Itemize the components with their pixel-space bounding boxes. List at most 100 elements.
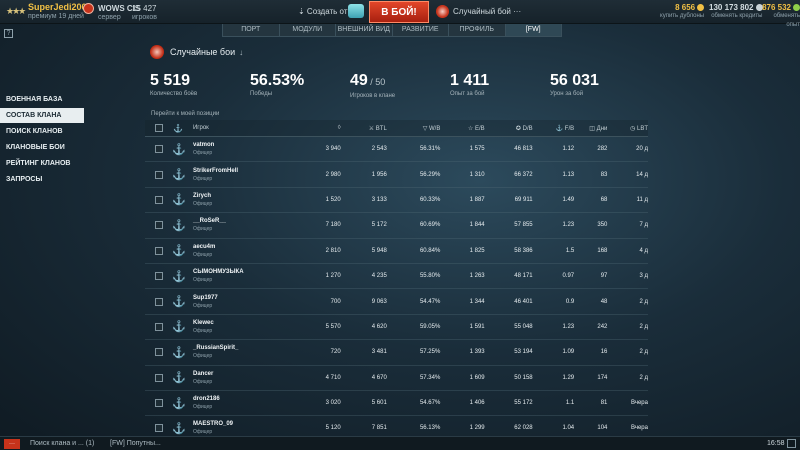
row-checkbox[interactable]	[155, 399, 163, 408]
row-checkbox[interactable]	[155, 297, 163, 306]
row-checkbox[interactable]	[155, 373, 163, 382]
cell-frags: 1.5	[565, 247, 575, 254]
player-name[interactable]: __RoSeR__	[192, 218, 227, 225]
tab-clan[interactable]: [FW]	[505, 24, 561, 36]
player-name[interactable]: Sup1977	[192, 294, 218, 301]
col-player[interactable]: Игрок	[192, 125, 209, 131]
cell-damage: 46 401	[514, 298, 533, 305]
cell-last-battle: 3 д	[639, 273, 648, 280]
cell-exp: 1 591	[469, 323, 485, 330]
tab-exterior[interactable]: ВНЕШНИЙ ВИД	[336, 24, 393, 36]
rank-anchor-icon[interactable]: ⚓	[173, 123, 184, 133]
cell-exp: 1 310	[469, 171, 485, 178]
help-icon[interactable]: ?	[4, 29, 13, 38]
player-name[interactable]: MAESTRO_09	[192, 421, 233, 428]
player-name[interactable]: StrikerFromHell	[192, 167, 238, 174]
row-checkbox[interactable]	[155, 195, 163, 204]
col-win-rate[interactable]: ▽ W/B	[422, 125, 441, 132]
menu-item-military-base[interactable]: ВОЕННАЯ БАЗА	[6, 96, 63, 103]
row-checkbox[interactable]	[155, 272, 163, 281]
table-row[interactable]: ⚓ dron2186 Офицер 3 020 5 601 54.67% 1 406 55 1…	[145, 391, 648, 417]
menu-item-clan-search[interactable]: ПОИСК КЛАНОВ	[6, 128, 63, 135]
menu-item-requests[interactable]: ЗАПРОСЫ	[6, 176, 43, 183]
col-role-points[interactable]: ◊	[337, 125, 341, 131]
player-name[interactable]: _RussianSpirit_	[192, 345, 239, 352]
cell-role-points: 3 940	[325, 146, 341, 153]
row-checkbox[interactable]	[155, 145, 163, 154]
row-checkbox[interactable]	[155, 221, 163, 230]
cell-role-points: 3 020	[325, 400, 341, 407]
cell-role-points: 7 180	[325, 222, 341, 229]
free-xp-block[interactable]: 876 532 обменять опыт	[760, 3, 800, 30]
cell-frags: 0.97	[562, 273, 575, 280]
cell-exp: 1 575	[469, 146, 485, 153]
table-row[interactable]: ⚓ Zirych Офицер 1 520 3 133 60.33% 1 887 69 911…	[145, 188, 648, 214]
player-name[interactable]: СЫМОНМУЗЫКА	[192, 269, 244, 276]
menu-item-clan-battles[interactable]: КЛАНОВЫЕ БОИ	[6, 144, 65, 151]
server-info[interactable]: WOWS CIS сервер	[98, 4, 140, 22]
jump-to-my-position-link[interactable]: Перейти к моей позиции	[151, 111, 220, 117]
username[interactable]: SuperJedi2009	[28, 2, 92, 12]
player-name[interactable]: Zirych	[192, 192, 211, 199]
col-days[interactable]: ◫ Дни	[589, 125, 608, 132]
player-name[interactable]: Klewec	[192, 319, 214, 326]
table-row[interactable]: ⚓ __RoSeR__ Офицер 7 180 5 172 60.69% 1 844 57 …	[145, 213, 648, 239]
battle-mode-selector[interactable]: Случайный бой ···	[453, 7, 522, 16]
minimize-icon[interactable]	[787, 439, 796, 448]
player-role: Офицер	[192, 277, 213, 284]
select-all-checkbox[interactable]	[155, 124, 163, 132]
row-checkbox[interactable]	[155, 424, 163, 433]
credits-block[interactable]: 130 173 802 обменять кредиты	[709, 3, 763, 21]
table-row[interactable]: ⚓ Klewec Офицер 5 570 4 620 59.05% 1 591 55 048…	[145, 315, 648, 341]
players-count: 15 427	[132, 4, 157, 13]
menu-item-clan-rating[interactable]: РЕЙТИНГ КЛАНОВ	[6, 160, 71, 167]
col-frags-per-battle[interactable]: ⚓ F/B	[555, 125, 575, 132]
doubloons-block[interactable]: 8 656 купить дублоны	[660, 3, 705, 21]
user-info[interactable]: SuperJedi2009 премиум 19 дней	[28, 3, 92, 21]
table-row[interactable]: ⚓ aecu4m Офицер 2 810 5 948 60.84% 1 825 58 386…	[145, 239, 648, 264]
table-row[interactable]: ⚓ StrikerFromHell Офицер 2 980 1 956 56.29% 1 …	[145, 162, 648, 188]
chat-channel-fw[interactable]: [FW] Попутны...	[110, 440, 161, 447]
player-name[interactable]: dron2186	[192, 396, 220, 403]
table-row[interactable]: ⚓ Sup1977 Офицер 700 9 063 54.47% 1 344 46 401 0…	[145, 289, 648, 315]
col-damage-per-battle[interactable]: ✪ D/B	[515, 125, 533, 132]
chat-channel-clan-search[interactable]: Поиск клана и ... (1)	[30, 440, 95, 447]
officer-anchor-icon: ⚓	[172, 397, 186, 410]
tab-profile[interactable]: ПРОФИЛЬ	[449, 24, 506, 36]
create-squad-button[interactable]: ⇣ Создать отряд	[298, 7, 361, 16]
stat-label: Количество боёв	[150, 91, 198, 97]
player-role: Офицер	[192, 404, 213, 411]
row-checkbox[interactable]	[155, 246, 163, 255]
table-row[interactable]: ⚓ vatmon Офицер 3 940 2 543 56.31% 1 575 46 813…	[145, 137, 648, 163]
doubloon-icon	[697, 4, 705, 11]
stats-mode-dropdown[interactable]: Случайные бои ↓	[150, 45, 243, 59]
col-exp-per-battle[interactable]: ☆ E/B	[467, 125, 485, 132]
player-name[interactable]: vatmon	[192, 142, 215, 149]
stat-label: Опыт за бой	[450, 91, 485, 97]
player-name[interactable]: aecu4m	[192, 243, 216, 250]
cell-battles: 4 235	[371, 273, 387, 280]
row-checkbox[interactable]	[155, 170, 163, 179]
table-row[interactable]: ⚓ _RussianSpirit_ Офицер 720 3 481 57.25% 1 39…	[145, 340, 648, 366]
cell-frags: 1.13	[562, 171, 575, 178]
row-checkbox[interactable]	[155, 348, 163, 357]
tab-modules[interactable]: МОДУЛИ	[280, 24, 336, 36]
cell-battles: 4 620	[371, 323, 387, 330]
player-name[interactable]: Dancer	[192, 370, 214, 377]
col-last-battle[interactable]: ◷ LBT	[630, 125, 648, 132]
squad-icon[interactable]	[348, 4, 364, 18]
doubloons-value: 8 656	[675, 3, 696, 12]
col-battles[interactable]: ⚔ BTL	[368, 125, 387, 132]
table-row[interactable]: ⚓ Dancer Офицер 4 710 4 670 57.34% 1 609 50 158…	[145, 366, 648, 391]
main-menu-button[interactable]: ···	[4, 439, 20, 449]
tab-research[interactable]: РАЗВИТИЕ	[393, 24, 449, 36]
battle-button[interactable]: В БОЙ!	[369, 1, 429, 23]
menu-item-clan-roster[interactable]: СОСТАВ КЛАНА	[0, 108, 84, 123]
battle-mode-icon[interactable]	[436, 5, 449, 18]
server-label: сервер	[98, 14, 121, 21]
row-checkbox[interactable]	[155, 322, 163, 331]
tab-port[interactable]: ПОРТ	[223, 24, 280, 36]
table-row[interactable]: ⚓ СЫМОНМУЗЫКА Офицер 1 270 4 235 55.80% 1 263 4…	[145, 264, 648, 290]
clan-badge-icon[interactable]	[83, 3, 94, 14]
cell-exp: 1 609	[469, 374, 485, 381]
